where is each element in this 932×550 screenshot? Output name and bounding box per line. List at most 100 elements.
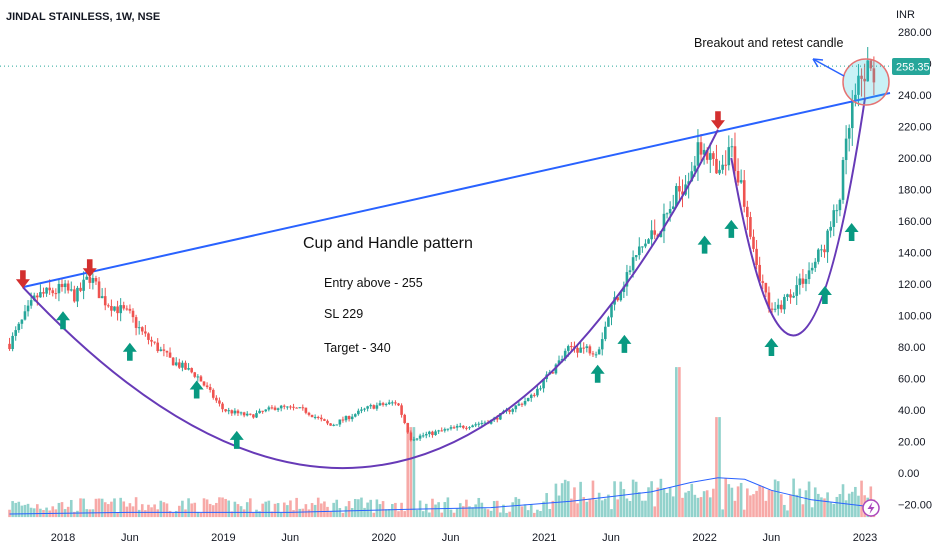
- volume-bar: [566, 481, 570, 518]
- volume-bar: [449, 509, 453, 518]
- volume-bar: [412, 427, 416, 518]
- candle-body: [353, 414, 357, 417]
- candle-body: [585, 346, 589, 349]
- candle-body: [665, 213, 669, 215]
- volume-bar: [492, 501, 496, 518]
- candle-body: [511, 409, 515, 412]
- callout-arrow-head: [812, 58, 824, 68]
- volume-bar: [489, 510, 493, 518]
- candle-body: [468, 427, 471, 429]
- candle-body: [690, 171, 694, 182]
- candle-body: [591, 353, 595, 355]
- candle-body: [329, 423, 332, 426]
- volume-bar: [66, 506, 70, 518]
- candle-body: [264, 409, 268, 412]
- up-arrow-icon: [590, 364, 605, 383]
- volume-bar: [323, 501, 326, 518]
- candle-body: [344, 416, 348, 421]
- volume-bar: [273, 503, 277, 518]
- volume-bar: [452, 512, 456, 518]
- up-arrow-icon: [122, 342, 137, 361]
- volume-bar: [557, 495, 561, 518]
- volume-bar: [400, 502, 403, 518]
- candle-body: [360, 409, 363, 411]
- volume-bar: [202, 498, 206, 518]
- volume-bar: [783, 504, 786, 518]
- candle-body: [449, 427, 453, 429]
- handle-curve: [730, 98, 866, 337]
- candle-body: [668, 209, 672, 214]
- candle-body: [292, 406, 295, 408]
- volume-bar: [208, 503, 212, 518]
- candle-body: [841, 160, 845, 200]
- candle-body: [424, 434, 428, 436]
- candle-body: [551, 372, 555, 374]
- candle-body: [681, 191, 684, 195]
- volume-bar: [795, 494, 799, 518]
- volume-bar: [486, 509, 490, 518]
- candle-body: [733, 146, 737, 172]
- volume-bar: [304, 504, 308, 518]
- candle-body: [721, 164, 724, 170]
- volume-bar: [332, 502, 335, 518]
- candle-body: [739, 180, 743, 183]
- volume-bar: [656, 487, 660, 518]
- candle-body: [832, 210, 836, 227]
- y-tick-label: −20.00: [898, 500, 932, 512]
- volume-bar: [378, 504, 382, 518]
- candle-body: [156, 342, 160, 352]
- candle-body: [267, 407, 271, 410]
- volume-bar: [644, 500, 647, 518]
- volume-bar: [594, 499, 598, 518]
- volume-bar: [443, 502, 447, 518]
- candle-body: [847, 128, 851, 139]
- volume-bar: [249, 498, 252, 518]
- volume-bar: [826, 492, 829, 518]
- candle-body: [671, 206, 675, 210]
- volume-bar: [468, 506, 471, 518]
- candle-body: [316, 416, 320, 418]
- volume-bar: [107, 504, 110, 518]
- candle-body: [495, 417, 499, 420]
- candle-body: [727, 147, 731, 166]
- candle-body: [338, 419, 342, 425]
- up-arrow-icon: [229, 430, 244, 449]
- volume-bar: [789, 494, 792, 518]
- candle-body: [746, 206, 749, 218]
- volume-bar: [631, 479, 635, 518]
- candle-body: [443, 429, 447, 431]
- volume-bar: [718, 417, 721, 518]
- candle-body: [616, 297, 619, 301]
- y-tick-label: 140.00: [898, 248, 932, 260]
- x-tick-label: 2019: [211, 532, 235, 544]
- volume-bar: [526, 510, 530, 518]
- volume-bar: [23, 504, 27, 518]
- candle-body: [650, 230, 653, 240]
- candle-body: [196, 376, 200, 378]
- candle-body: [369, 405, 373, 407]
- volume-bar: [647, 487, 650, 518]
- candle-body: [412, 439, 416, 441]
- volume-bar: [372, 512, 376, 518]
- candle-body: [480, 422, 484, 424]
- candle-body: [539, 388, 542, 390]
- volume-bar: [162, 502, 166, 518]
- candle-body: [850, 100, 854, 129]
- candle-body: [110, 306, 113, 311]
- volume-bar: [588, 498, 592, 518]
- candle-body: [227, 410, 231, 412]
- volume-bar: [36, 504, 39, 518]
- lightning-icon[interactable]: [862, 499, 880, 517]
- candle-body: [854, 94, 857, 101]
- candle-body: [708, 153, 712, 160]
- volume-bar: [313, 504, 317, 518]
- candle-body: [647, 239, 650, 244]
- pattern-heading: Cup and Handle pattern: [303, 235, 473, 252]
- candle-body: [566, 346, 570, 351]
- candle-body: [533, 394, 536, 396]
- volume-bar: [634, 481, 638, 518]
- volume-bar: [357, 499, 360, 518]
- x-tick-label: 2020: [372, 532, 396, 544]
- volume-bar: [316, 497, 320, 518]
